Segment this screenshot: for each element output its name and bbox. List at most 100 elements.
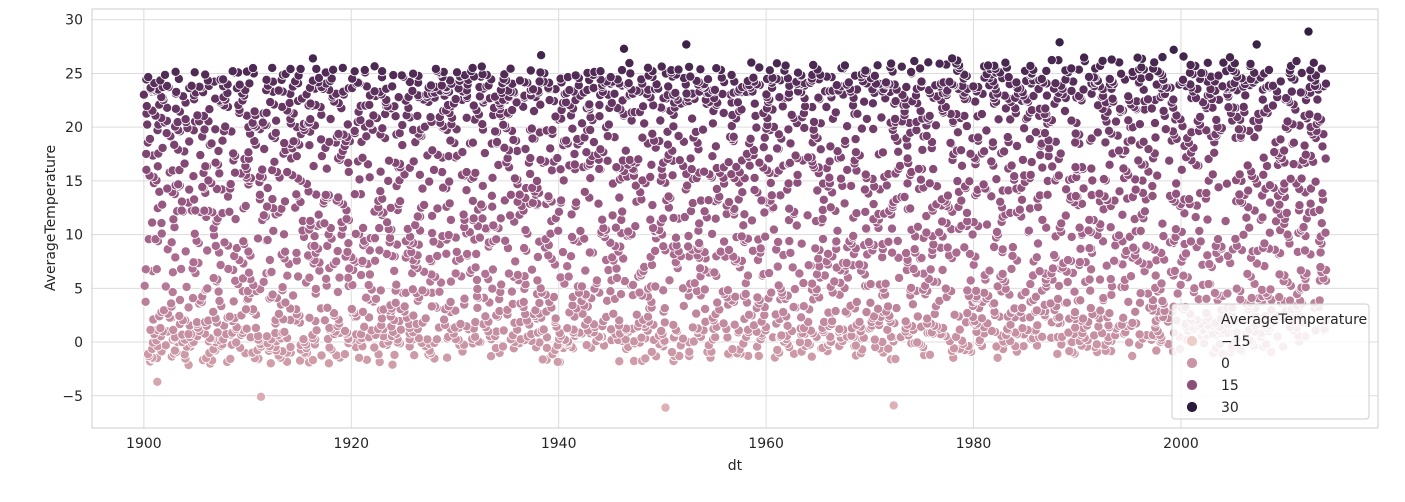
- legend-title: AverageTemperature: [1221, 312, 1367, 328]
- data-point: [407, 85, 418, 96]
- data-point: [1114, 230, 1125, 241]
- data-point: [580, 265, 591, 276]
- data-point: [602, 131, 613, 142]
- data-point: [1305, 198, 1316, 209]
- data-point: [468, 100, 479, 111]
- data-point: [718, 318, 729, 329]
- data-point: [1064, 346, 1075, 357]
- data-point: [982, 219, 993, 230]
- data-point: [280, 246, 291, 257]
- data-point: [962, 285, 973, 296]
- data-point: [1207, 169, 1218, 180]
- data-point: [1265, 284, 1276, 295]
- data-point: [726, 70, 737, 81]
- data-point: [1299, 140, 1310, 151]
- legend-label: 0: [1221, 356, 1230, 372]
- data-point: [776, 330, 787, 341]
- data-point: [1069, 286, 1080, 297]
- data-point: [902, 153, 913, 164]
- data-point: [1168, 44, 1179, 55]
- x-tick-label: 2000: [1163, 436, 1199, 452]
- data-point: [503, 268, 514, 279]
- data-point: [1123, 91, 1134, 102]
- data-point: [611, 162, 622, 173]
- data-point: [921, 130, 932, 141]
- data-point: [554, 206, 565, 217]
- data-point: [915, 174, 926, 185]
- data-point: [1315, 262, 1326, 273]
- data-point: [907, 299, 918, 310]
- data-point: [774, 92, 785, 103]
- data-point: [1264, 227, 1275, 238]
- data-point: [322, 240, 333, 251]
- data-point: [1037, 162, 1048, 173]
- data-point: [470, 262, 481, 273]
- data-point: [832, 146, 843, 157]
- data-point: [860, 65, 871, 76]
- data-point: [1220, 216, 1231, 227]
- data-point: [183, 302, 194, 313]
- data-point: [968, 259, 979, 270]
- data-point: [899, 191, 910, 202]
- data-point: [612, 272, 623, 283]
- data-point: [810, 243, 821, 254]
- data-point: [618, 253, 629, 264]
- data-point: [766, 287, 777, 298]
- data-point: [999, 146, 1010, 157]
- data-point: [892, 235, 903, 246]
- data-point: [989, 298, 1000, 309]
- data-point: [784, 203, 795, 214]
- data-point: [1030, 127, 1041, 138]
- data-point: [188, 171, 199, 182]
- data-point: [1295, 265, 1306, 276]
- data-point: [1243, 185, 1254, 196]
- data-point: [1185, 60, 1196, 71]
- data-point: [1202, 250, 1213, 261]
- data-point: [825, 141, 836, 152]
- data-point: [1317, 188, 1328, 199]
- data-point: [1085, 303, 1096, 314]
- data-point: [662, 139, 673, 150]
- data-point: [736, 231, 747, 242]
- data-point: [597, 214, 608, 225]
- data-point: [783, 178, 794, 189]
- data-point: [1150, 118, 1161, 129]
- data-point: [1259, 238, 1270, 249]
- data-point: [313, 209, 324, 220]
- data-point: [617, 65, 628, 76]
- data-point: [1136, 62, 1147, 73]
- data-point: [829, 276, 840, 287]
- data-point: [265, 358, 276, 369]
- data-point: [377, 66, 388, 77]
- data-point: [387, 81, 398, 92]
- data-point: [1184, 194, 1195, 205]
- data-point: [252, 233, 263, 244]
- data-point: [361, 131, 372, 142]
- data-point: [668, 212, 679, 223]
- data-point: [617, 206, 628, 217]
- data-point: [650, 245, 661, 256]
- data-point: [658, 241, 669, 252]
- data-point: [346, 303, 357, 314]
- data-point: [606, 324, 617, 335]
- data-point: [1006, 263, 1017, 274]
- data-point: [143, 72, 154, 83]
- data-point: [512, 145, 523, 156]
- data-point: [688, 336, 699, 347]
- data-point: [509, 173, 520, 184]
- data-point: [316, 151, 327, 162]
- x-tick-label: 1900: [126, 436, 162, 452]
- data-point: [991, 174, 1002, 185]
- data-point: [784, 236, 795, 247]
- data-point: [905, 203, 916, 214]
- data-point: [906, 282, 917, 293]
- data-point: [310, 283, 321, 294]
- data-point: [1075, 243, 1086, 254]
- data-point: [1063, 327, 1074, 338]
- data-point: [505, 189, 516, 200]
- data-point: [1061, 184, 1072, 195]
- data-point: [1084, 274, 1095, 285]
- data-point: [607, 210, 618, 221]
- data-point: [1017, 302, 1028, 313]
- data-point: [370, 255, 381, 266]
